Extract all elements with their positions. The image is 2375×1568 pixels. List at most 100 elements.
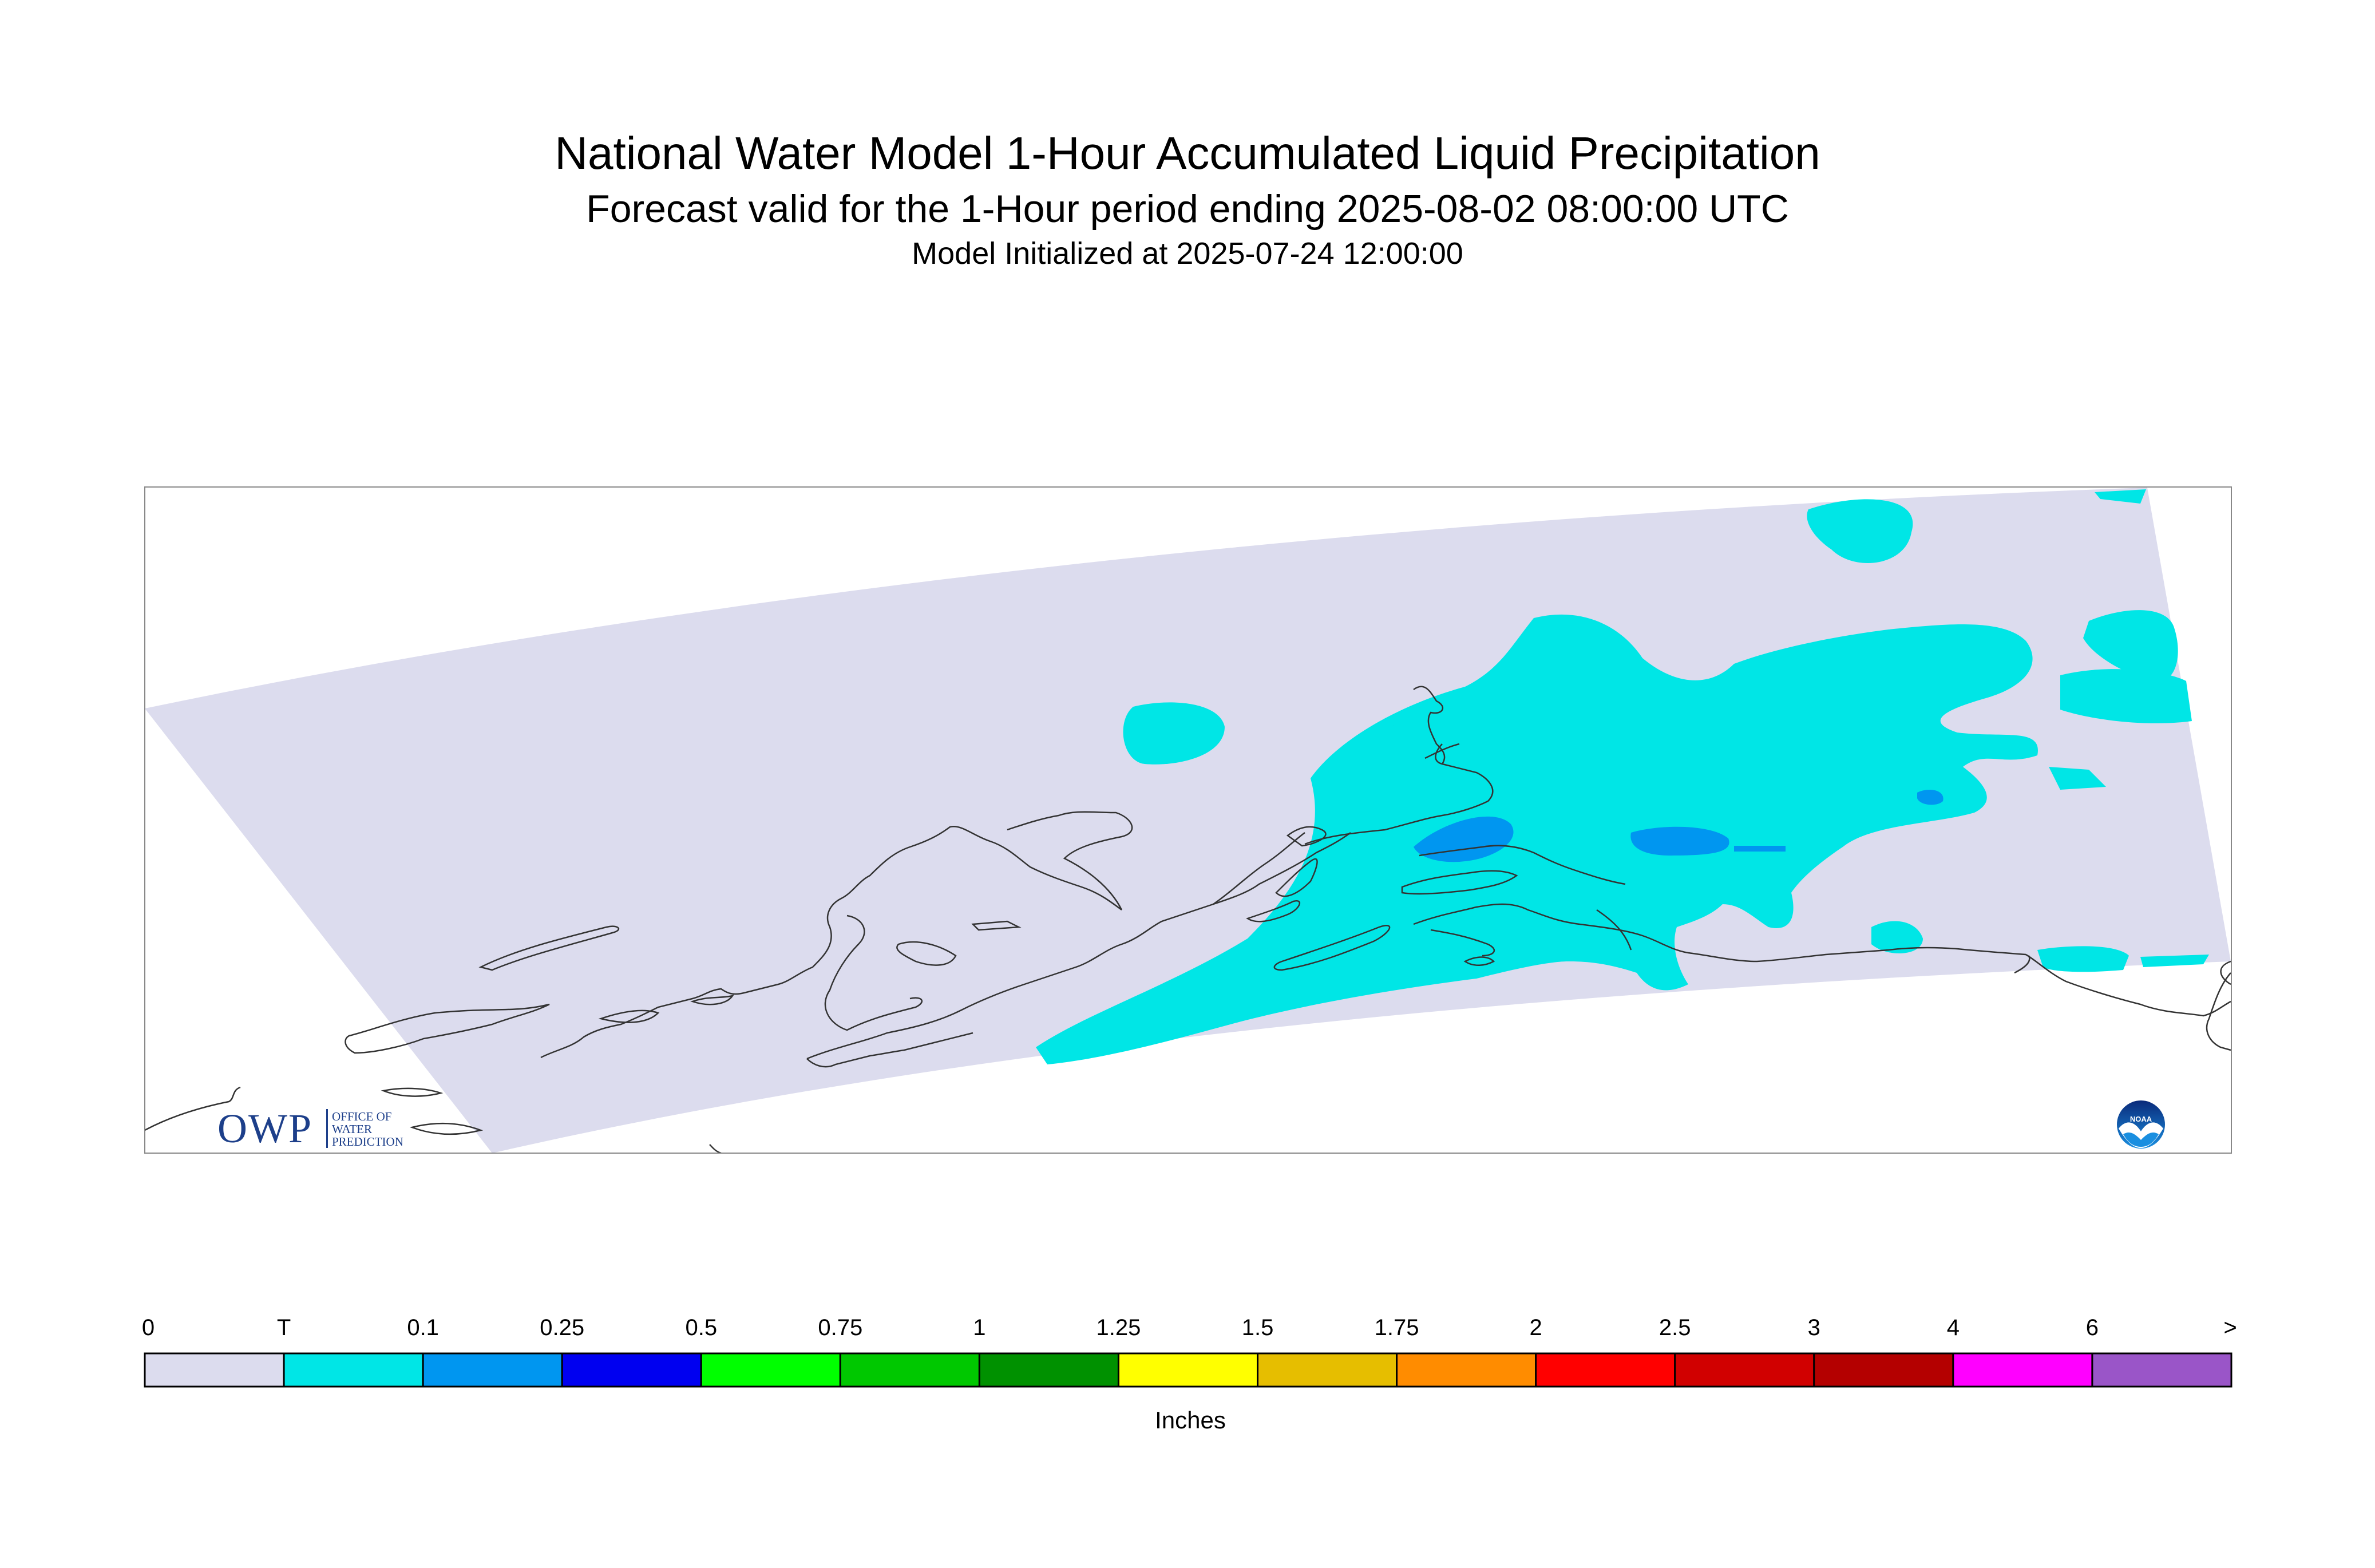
coastlines [145,686,2231,1153]
legend-swatch [839,1352,980,1388]
coastline [690,995,734,1005]
legend-tick-label: 0.25 [540,1315,585,1340]
legend-swatch [1535,1352,1676,1388]
legend-colorbar [144,1352,2232,1388]
coastline [1213,831,1351,905]
coastline [1275,858,1318,897]
legend-swatch [1674,1352,1815,1388]
coastline [381,1087,444,1097]
model-init-time: Model Initialized at 2025-07-24 12:00:00 [912,236,1463,271]
map-area [145,488,2231,1153]
legend-tick-label: 4 [1946,1315,1960,1340]
noaa-logo-text: NOAA [2130,1115,2152,1123]
owp-logo-line1: OFFICE OF [332,1110,392,1123]
map-frame [144,486,2232,1154]
model-domain [145,488,2231,1153]
coastline [1007,811,1133,910]
legend-swatch [2091,1352,2232,1388]
owp-logo-letters: OWP [217,1106,312,1151]
owp-logo: OWP OFFICE OF WATER PREDICTION [217,1106,435,1151]
precip-area [1807,499,1913,563]
legend-swatch [561,1352,702,1388]
coastline [1463,956,1495,966]
legend-swatch [1813,1352,1954,1388]
coastline [971,920,1022,931]
precip-area [2049,767,2106,790]
precip-area [1036,614,2038,1064]
legend-swatch [422,1352,563,1388]
legend-swatch [978,1352,1119,1388]
legend-swatch [144,1352,285,1388]
coastline [598,1009,660,1023]
coastline [2014,955,2030,974]
precip-area [2037,946,2129,972]
coastline [1401,870,1518,895]
coastline [806,1032,973,1068]
coastline [1596,909,1632,951]
precip-area [1322,721,1406,782]
legend-tick-label: 1.5 [1241,1315,1274,1340]
coastline [896,941,957,966]
coastline [1419,845,1626,885]
map-title: National Water Model 1-Hour Accumulated … [555,128,1820,179]
legend-tick-label: 3 [1807,1315,1820,1340]
legend-tick-label: 1 [973,1315,986,1340]
precip-area [1123,702,1225,765]
noaa-logo: NOAA [2117,1100,2165,1149]
legend-swatch [283,1352,424,1388]
legend-units-label: Inches [1155,1407,1226,1434]
legend-tick-label: 2.5 [1658,1315,1691,1340]
coastline [145,1086,241,1131]
coastline [478,925,620,971]
precip-light-areas [1036,489,2209,1064]
precip-area [1734,846,1786,852]
legend-tick-label: 2 [1529,1315,1542,1340]
coastline [2220,960,2231,985]
coastline [409,1122,484,1135]
legend-tick-label: 1.75 [1374,1315,1419,1340]
coastline [1413,686,1446,765]
legend-tick-label: T [276,1315,291,1340]
legend-swatch [1396,1352,1537,1388]
legend-tick-label: 0 [141,1315,155,1340]
precip-area [1414,816,1514,862]
coastline [2206,972,2231,1051]
precip-moderate-areas [1414,790,1943,862]
legend-tick-label: 0.1 [407,1315,439,1340]
legend-swatch [700,1352,841,1388]
precip-area [1871,921,1923,954]
coastline [1424,743,1460,759]
coastline [1413,903,2026,963]
precip-area [1630,826,1729,856]
coastline [1273,925,1391,971]
coastline [2025,953,2231,1017]
coastline [1430,929,1495,957]
coastline [806,832,1305,1060]
coastline [709,1144,722,1153]
coastline [345,1003,550,1054]
legend-tick-label: > [2223,1315,2237,1340]
coastline [540,825,1122,1059]
legend-tick-label: 6 [2085,1315,2099,1340]
coastline [1286,826,1327,847]
map-subtitle: Forecast valid for the 1-Hour period end… [586,187,1789,231]
coastline [1304,743,1494,845]
precip-area [1631,858,1723,887]
owp-logo-divider [326,1109,328,1148]
coastline [824,914,923,1031]
legend-tick-label: 0.75 [818,1315,863,1340]
legend-swatch [1117,1352,1259,1388]
legend-swatch [1952,1352,2093,1388]
legend-tick-label: 0.5 [685,1315,718,1340]
precip-area [2095,489,2146,504]
coastline [1246,900,1300,922]
precip-area [2083,610,2178,682]
noaa-logo-wave [2123,1133,2159,1147]
owp-logo-line2: WATER [332,1122,372,1136]
precip-area [2140,955,2209,967]
precip-area [2060,669,2192,723]
precip-area [1917,790,1943,805]
legend-tick-label: 1.25 [1096,1315,1141,1340]
owp-logo-line3: PREDICTION [332,1135,403,1149]
